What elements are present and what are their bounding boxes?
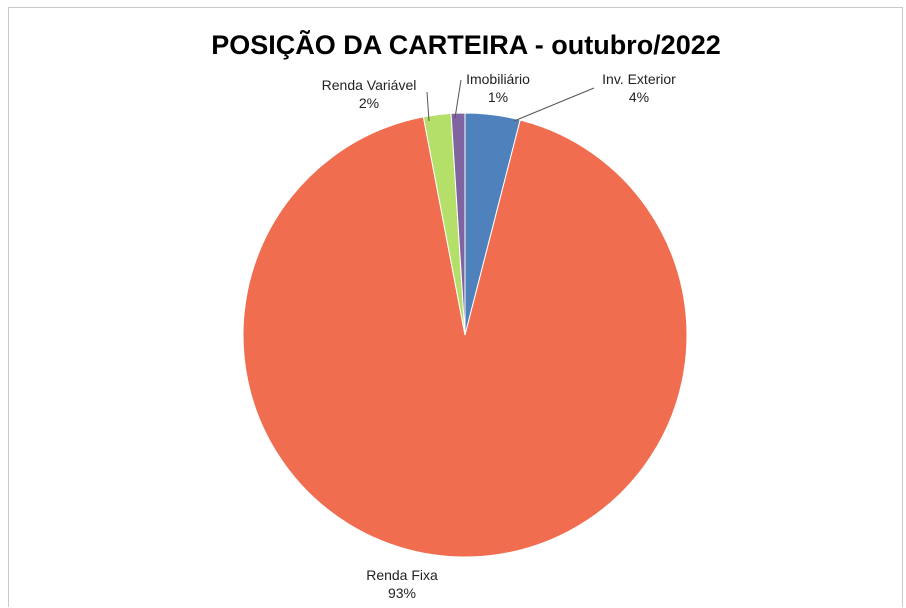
pie-slices <box>242 112 688 558</box>
slice-labels: Inv. Exterior 4% Renda Fixa 93% Renda Variáv… <box>322 71 677 601</box>
slice-name-label: Imobiliário <box>466 71 530 87</box>
slice-percent-label: 2% <box>359 95 379 111</box>
chart-area: POSIÇÃO DA CARTEIRA - outubro/2022 Inv. … <box>8 7 903 607</box>
pie-slice-renda-fixa <box>242 116 688 558</box>
leader-line <box>454 79 462 119</box>
slice-name-label: Inv. Exterior <box>602 71 676 87</box>
slice-percent-label: 93% <box>388 585 416 601</box>
slice-percent-label: 1% <box>488 89 508 105</box>
leader-line <box>513 87 595 122</box>
chart-title: POSIÇÃO DA CARTEIRA - outubro/2022 <box>211 29 721 60</box>
slice-percent-label: 4% <box>629 89 649 105</box>
pie-slice-imobili-rio <box>450 112 466 336</box>
leader-line <box>426 91 430 122</box>
leader-lines <box>426 79 595 122</box>
pie-chart: POSIÇÃO DA CARTEIRA - outubro/2022 Inv. … <box>211 29 721 601</box>
slice-name-label: Renda Fixa <box>366 567 438 583</box>
slice-name-label: Renda Variável <box>322 77 417 93</box>
